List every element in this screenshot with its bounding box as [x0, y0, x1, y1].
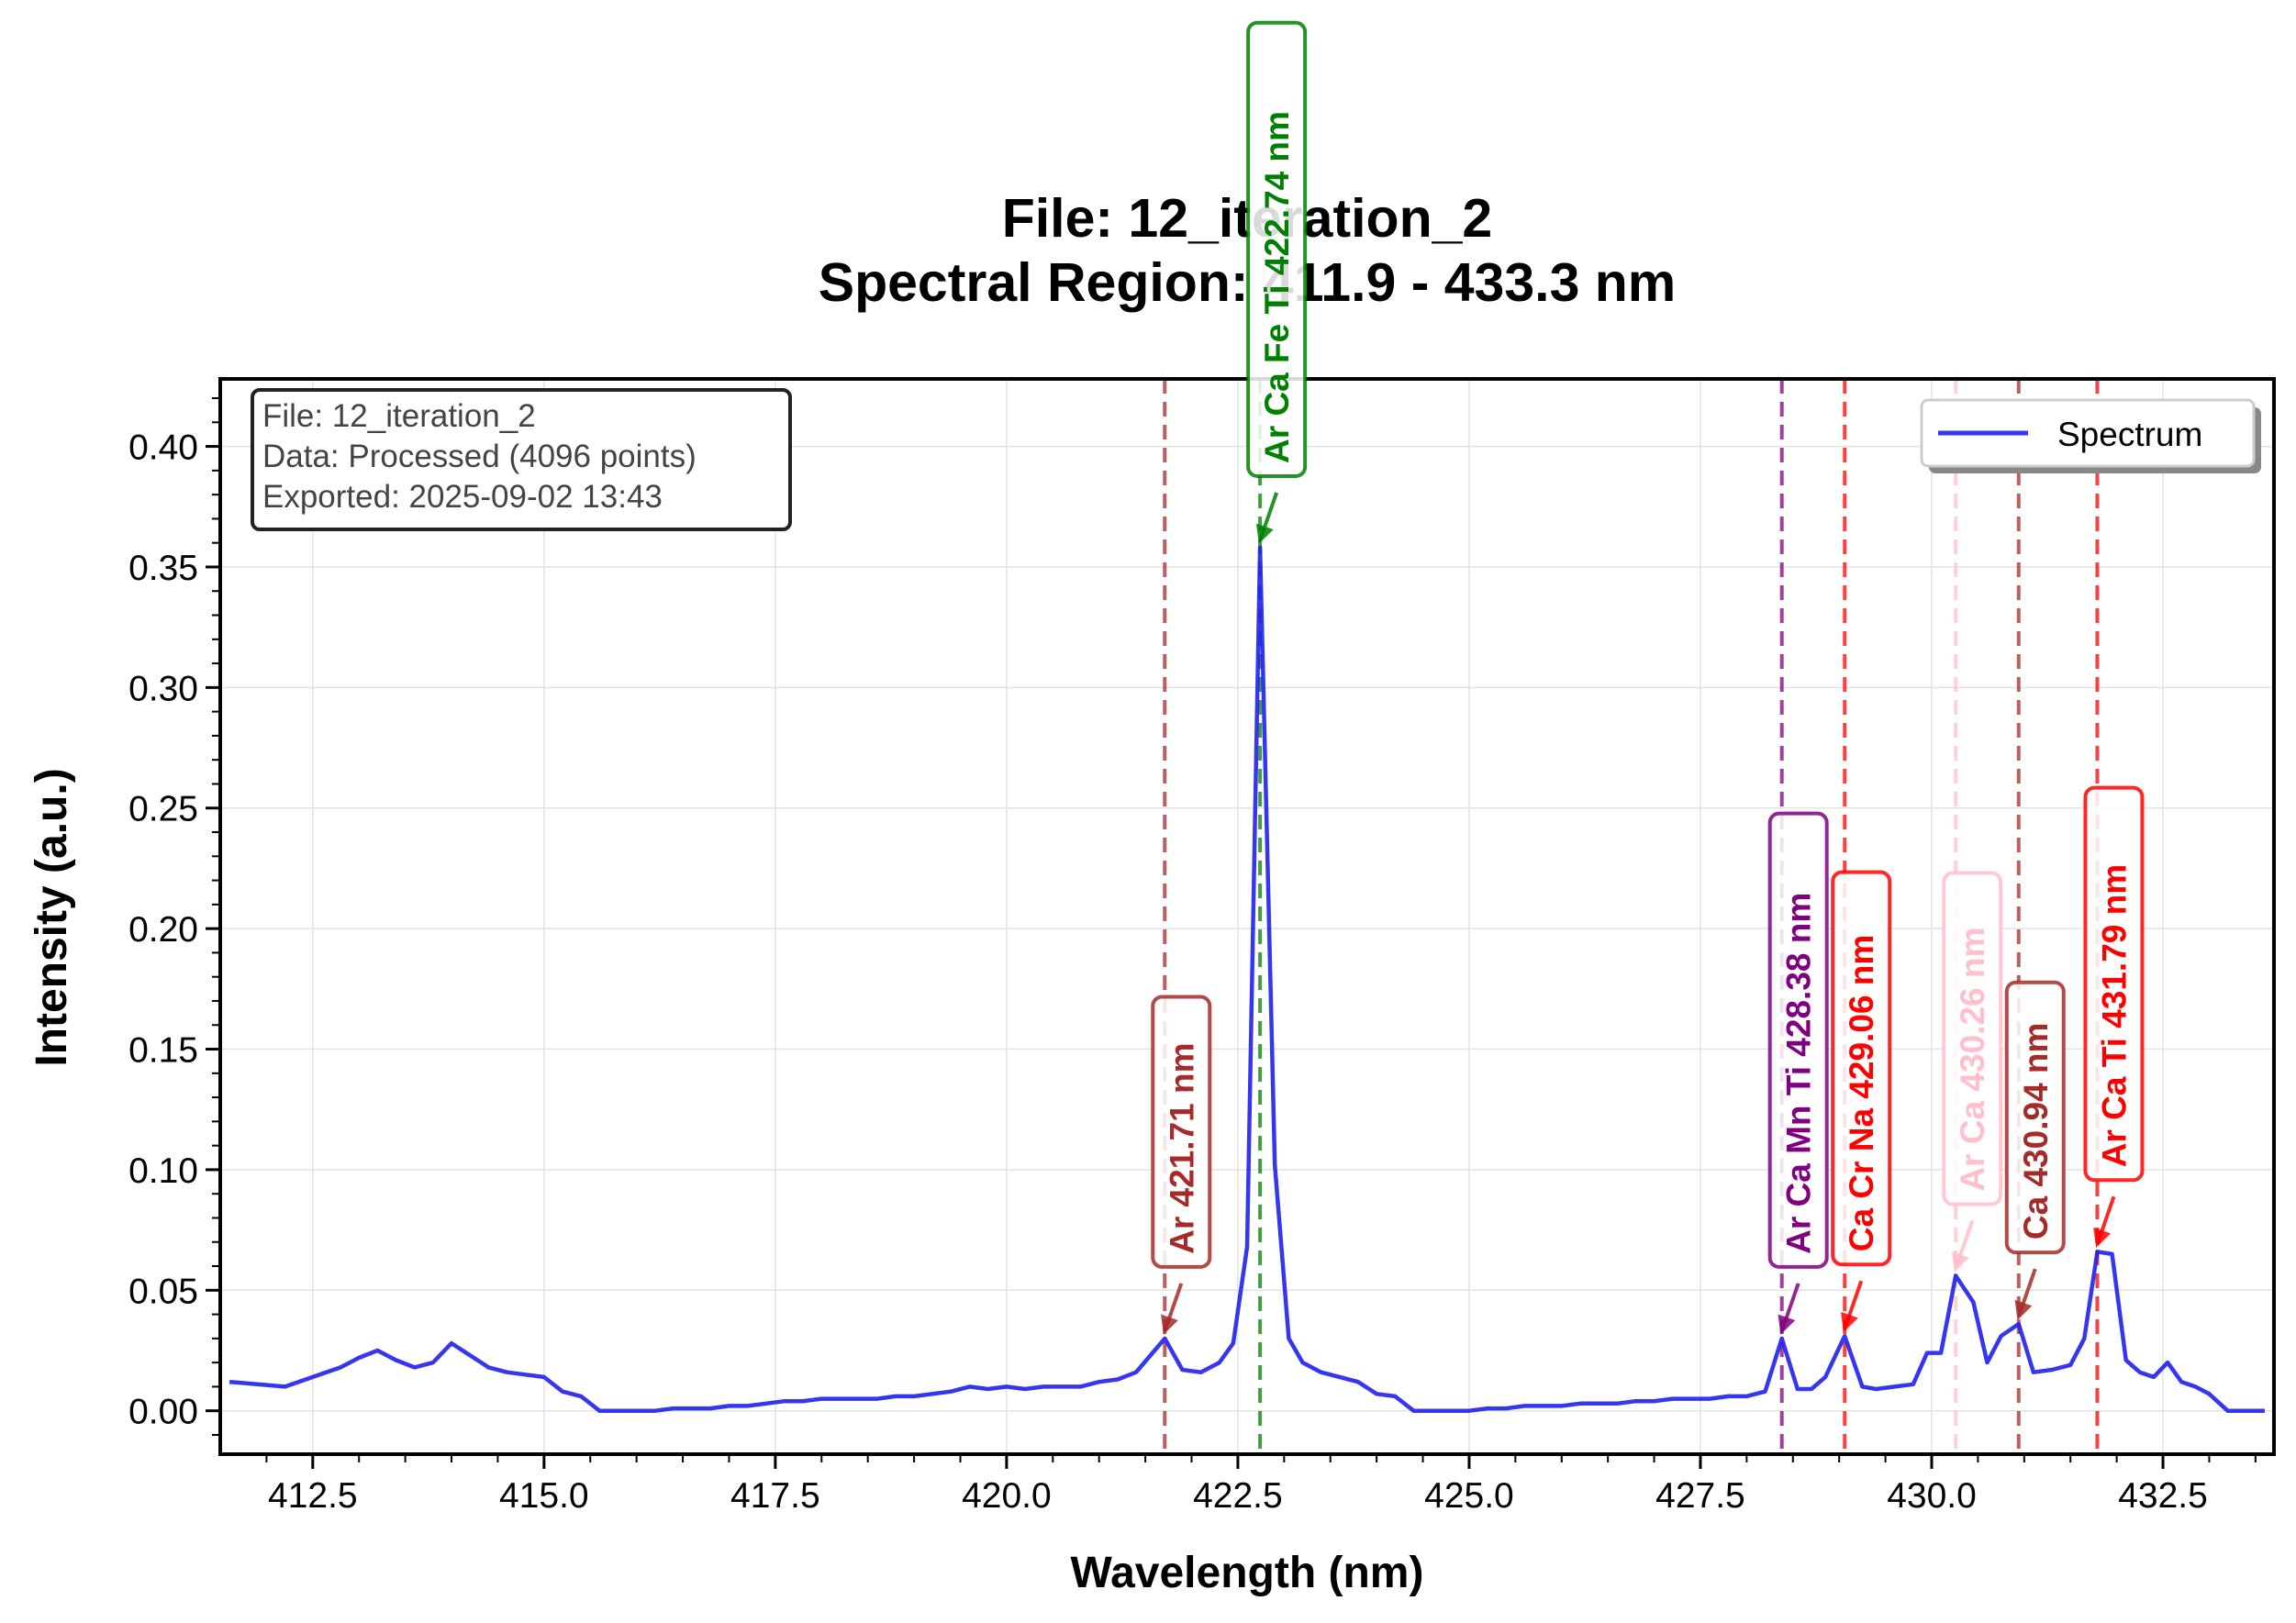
- peak-arrow: [1255, 492, 1279, 544]
- peak-label: Ar Ca Fe Ti 422.74 nm: [1258, 111, 1296, 463]
- peak-arrow: [1161, 1283, 1184, 1335]
- y-tick-label: 0.20: [128, 910, 198, 950]
- peak-label: Ar Ca 430.26 nm: [1954, 928, 1991, 1192]
- x-tick-label: 417.5: [730, 1476, 820, 1516]
- peak-arrow: [1841, 1280, 1864, 1333]
- peak-arrow: [2093, 1195, 2116, 1249]
- peak-arrow: [1951, 1219, 1975, 1273]
- y-tick-label: 0.25: [128, 790, 198, 829]
- spectrum-line: [228, 545, 2265, 1413]
- y-tick-label: 0.15: [128, 1031, 198, 1071]
- peak-label: Ar Ca Ti 431.79 nm: [2095, 864, 2133, 1167]
- info-line-data: Data: Processed (4096 points): [262, 439, 697, 474]
- peak-annotation: Ca 430.94 nm: [2004, 980, 2066, 1320]
- info-line-exported: Exported: 2025-09-02 13:43: [262, 479, 663, 515]
- peak-annotation: Ar Ca Fe Ti 422.74 nm: [1246, 20, 1308, 544]
- x-tick-label: 412.5: [268, 1476, 358, 1516]
- x-tick-label: 430.0: [1887, 1476, 1977, 1516]
- y-axis-label: Intensity (a.u.): [28, 768, 76, 1066]
- peak-annotation: Ar Ca Mn Ti 428.38 nm: [1767, 811, 1829, 1335]
- peak-label-box: [1246, 20, 1308, 478]
- peak-annotation: Ar Ca Ti 431.79 nm: [2083, 785, 2145, 1249]
- info-line-file: File: 12_iteration_2: [262, 398, 536, 434]
- series-layer: [228, 545, 2265, 1413]
- peak-label: Ca Cr Na 429.06 nm: [1843, 935, 1880, 1252]
- x-tick-label: 425.0: [1424, 1476, 1514, 1516]
- y-tick-label: 0.35: [128, 549, 198, 588]
- peak-arrow: [2014, 1268, 2037, 1320]
- peak-label-box: [1831, 870, 1892, 1267]
- peak-label-box: [1767, 811, 1829, 1269]
- legend-label-spectrum: Spectrum: [2057, 416, 2202, 453]
- peak-label: Ca 430.94 nm: [2017, 1023, 2055, 1240]
- y-tick-label: 0.40: [128, 428, 198, 468]
- peak-annotation: Ar 421.71 nm: [1151, 995, 1212, 1335]
- info-box-frame: [251, 388, 792, 531]
- legend: Spectrum: [1920, 398, 2261, 473]
- y-tick-label: 0.30: [128, 669, 198, 708]
- peak-label-box: [2004, 980, 2066, 1255]
- peak-label-box: [2083, 785, 2145, 1183]
- x-tick-label: 432.5: [2118, 1476, 2208, 1516]
- x-tick-label: 422.5: [1193, 1476, 1283, 1516]
- peak-annotation: Ar Ca 430.26 nm: [1942, 871, 2003, 1273]
- y-axis-ticks: 0.00 0.05 0.10 0.15 0.20 0.25 0.30 0.35 0.40: [128, 397, 220, 1436]
- x-axis-ticks: 412.5 415.0 417.5 420.0 422.5 425.0 427.5 430.0…: [265, 1454, 2257, 1516]
- y-tick-label: 0.00: [128, 1393, 198, 1432]
- legend-frame: [1920, 398, 2256, 468]
- info-box: File: 12_iteration_2 Data: Processed (40…: [251, 388, 792, 531]
- peak-label-box: [1151, 995, 1212, 1269]
- x-axis-label: Wavelength (nm): [1071, 1549, 1424, 1597]
- peak-label-box: [1942, 871, 2003, 1206]
- y-tick-label: 0.10: [128, 1151, 198, 1191]
- x-tick-label: 427.5: [1655, 1476, 1745, 1516]
- peak-arrow: [1778, 1283, 1800, 1335]
- peak-label: Ar Ca Mn Ti 428.38 nm: [1780, 893, 1818, 1254]
- peak-annotations: Ar 421.71 nm Ar Ca Fe Ti 422.74 nm Ar Ca M…: [1151, 20, 2145, 1335]
- x-tick-label: 415.0: [499, 1476, 589, 1516]
- peak-label: Ar 421.71 nm: [1163, 1043, 1200, 1254]
- x-tick-label: 420.0: [962, 1476, 1052, 1516]
- y-tick-label: 0.05: [128, 1272, 198, 1311]
- peak-annotation: Ca Cr Na 429.06 nm: [1831, 870, 1892, 1333]
